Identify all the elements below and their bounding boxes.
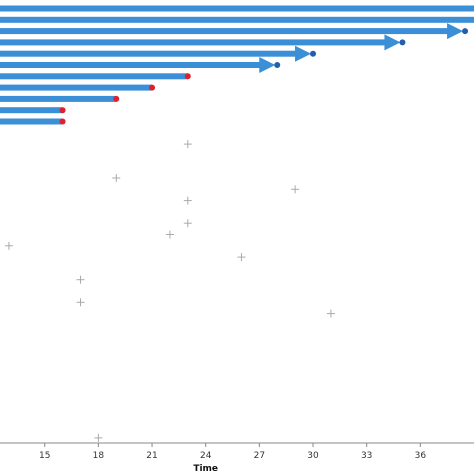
interval-2 <box>0 16 474 23</box>
censored-point-1 <box>183 140 192 149</box>
interval-end-dot <box>399 39 406 46</box>
interval-bar <box>0 73 188 80</box>
censored-point-12 <box>94 433 103 442</box>
censored-point-4 <box>183 196 192 205</box>
interval-bar <box>0 84 153 91</box>
interval-end-dot <box>59 107 66 114</box>
interval-bar <box>0 50 298 57</box>
interval-end-dot <box>59 118 66 125</box>
interval-bar <box>0 39 387 46</box>
interval-11 <box>0 118 66 125</box>
interval-arrowhead <box>259 57 276 73</box>
censored-point-10 <box>76 298 85 307</box>
censored-point-8 <box>237 253 246 262</box>
censored-point-7 <box>4 241 13 250</box>
x-axis-ticks: 15 18 21 24 27 30 33 36 <box>39 443 426 461</box>
interval-1 <box>0 5 474 12</box>
interval-bar <box>0 95 117 102</box>
interval-bar <box>0 107 63 114</box>
interval-10 <box>0 107 66 114</box>
interval-5 <box>0 45 317 62</box>
censored-point-2 <box>112 174 121 182</box>
interval-4 <box>0 34 406 51</box>
x-tick-label: 24 <box>200 451 212 461</box>
interval-bar <box>0 5 474 12</box>
interval-9 <box>0 95 120 102</box>
interval-bar <box>0 118 63 125</box>
censored-point-9 <box>76 275 85 284</box>
x-tick-label: 27 <box>254 451 265 461</box>
x-tick-label: 36 <box>415 451 427 461</box>
interval-bar <box>0 62 262 68</box>
censored-point-3 <box>291 185 300 194</box>
interval-end-dot <box>274 62 281 68</box>
interval-end-dot <box>149 84 156 91</box>
interval-7 <box>0 73 191 80</box>
interval-end-dot <box>184 73 191 80</box>
interval-arrowhead <box>447 23 464 40</box>
interval-end-dot <box>310 50 317 57</box>
x-tick-label: 30 <box>307 451 319 461</box>
censored-points <box>4 140 335 442</box>
censored-point-5 <box>183 219 192 228</box>
x-tick-label: 21 <box>146 451 157 461</box>
x-tick-label: 18 <box>93 451 105 461</box>
interval-end-dot <box>113 95 120 102</box>
interval-end-dot <box>462 28 469 35</box>
interval-arrowhead <box>384 34 401 51</box>
x-tick-label: 15 <box>39 451 50 461</box>
x-axis-title: Time <box>193 464 218 474</box>
interval-bar <box>0 28 450 35</box>
interval-6 <box>0 57 281 73</box>
x-tick-label: 33 <box>361 451 372 461</box>
interval-bar <box>0 16 474 23</box>
interval-8 <box>0 84 156 91</box>
censored-point-6 <box>165 230 174 239</box>
interval-bars <box>0 5 474 125</box>
censored-point-11 <box>326 309 335 318</box>
interval-arrowhead <box>295 45 312 62</box>
interval-3 <box>0 23 469 40</box>
